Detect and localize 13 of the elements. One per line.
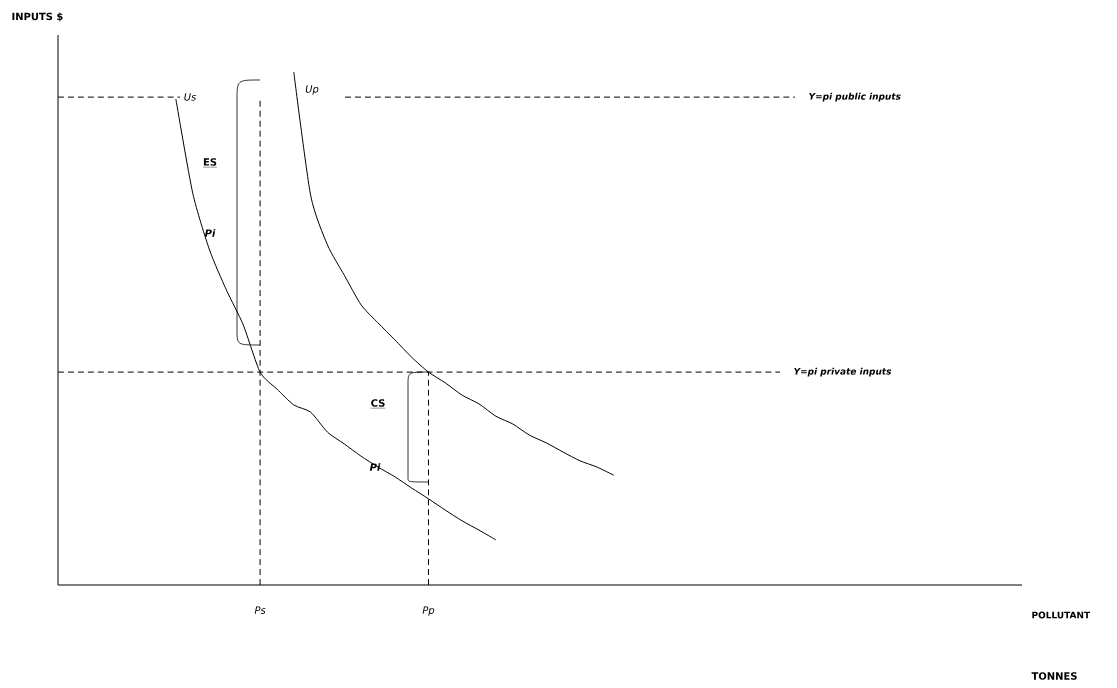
series-label: Up	[305, 85, 319, 95]
annotation: ES	[203, 158, 217, 166]
x-tick-label: Pp	[422, 606, 435, 616]
x-tick-label: Ps	[254, 606, 266, 614]
ref-line-label: Y=pi private inputs	[794, 367, 892, 377]
annotation: CS	[371, 399, 385, 407]
text: TONNES	[1031, 672, 1077, 680]
ref-line-label: Y=pi public inputs	[809, 92, 901, 102]
x-axis-title: POLLUTANT	[1032, 611, 1091, 619]
annotation: Pi	[369, 463, 381, 471]
series-label: Us	[184, 93, 197, 101]
annotation: Pi	[204, 229, 216, 237]
text: INPUTS $	[12, 12, 63, 22]
